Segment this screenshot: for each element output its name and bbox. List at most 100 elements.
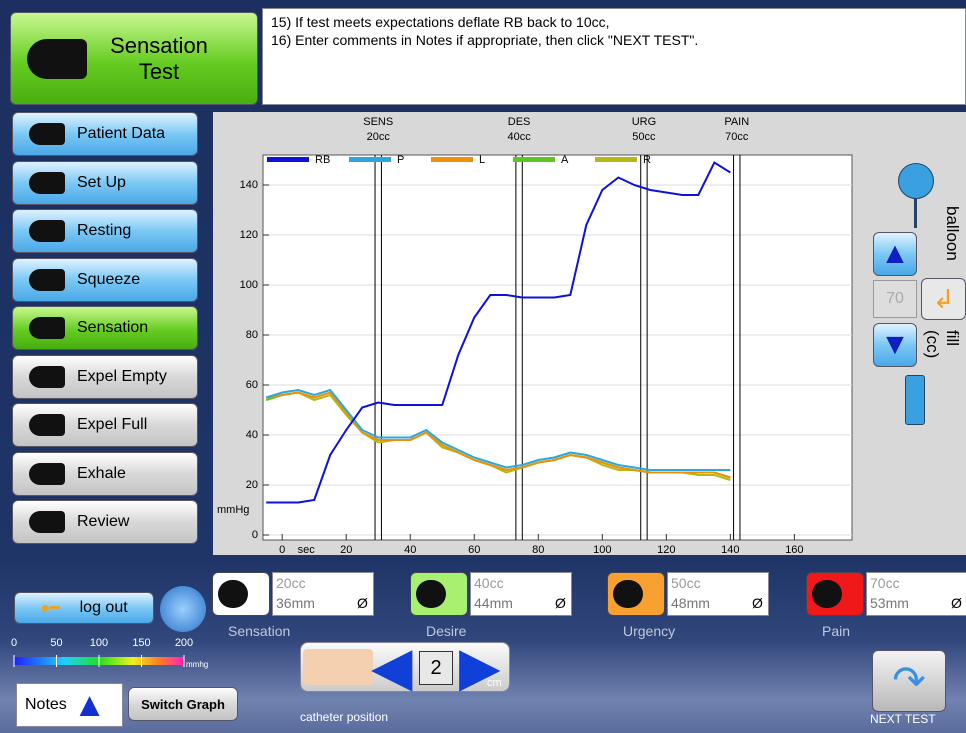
event-volume: 70cc [870,575,900,591]
event-depth: 53mm [870,595,909,611]
x-tick-label: 80 [532,544,544,555]
nav-label: Expel Empty [77,367,167,385]
next-test-button[interactable]: ↷ [872,650,946,712]
key-icon: ●━ [40,600,60,617]
y-tick-label: 20 [246,479,258,491]
notes-text: Notes [25,696,67,713]
event-name: Sensation [228,623,291,639]
nav-button[interactable]: Squeeze [12,257,198,302]
series-line [266,391,731,479]
event-clear[interactable]: Ø [951,595,962,611]
legend-swatch [513,157,555,162]
title-text: Sensation Test [110,32,208,84]
legend-swatch [267,157,309,162]
event-values: 50cc 48mm Ø [667,572,769,616]
switch-graph-button[interactable]: Switch Graph [128,687,238,721]
event-volume: 50cc [671,575,701,591]
y-tick-label: 0 [252,529,258,541]
event-icon-head [613,580,643,608]
catheter-icon [303,649,373,685]
nav-label: Squeeze [77,270,141,288]
test-title: Sensation Test [10,12,258,105]
down-button[interactable]: ▼ [873,323,917,367]
icon [27,38,87,79]
marker-volume: 20cc [367,131,391,143]
nav-label: Expel Full [77,416,148,433]
event-clear[interactable]: Ø [357,595,368,611]
nav-button[interactable]: Review [12,500,198,544]
event-volume: 40cc [474,575,504,591]
event-clear[interactable]: Ø [555,595,566,611]
marker-name: DES [508,116,531,128]
marker-volume: 40cc [507,131,531,143]
bluetooth-icon [160,586,206,632]
event-clear[interactable]: Ø [752,595,763,611]
catheter-left[interactable]: ◀ [371,637,413,697]
nav-icon [29,511,65,533]
event-icon-head [416,580,446,608]
logout-button[interactable]: ●━ log out [14,592,154,624]
legend-label: R [643,154,651,166]
legend-swatch [349,157,391,162]
event-values: 40cc 44mm Ø [470,572,572,616]
x-tick-label: 160 [785,544,803,555]
event-name: Urgency [623,623,676,639]
x-tick-label: 60 [468,544,480,555]
up-button[interactable]: ▲ [873,232,917,276]
balloon-string [914,198,917,228]
y-tick-label: 60 [246,379,258,391]
x-axis-label: sec [298,544,316,555]
nav-label: Exhale [77,464,126,482]
enter-button[interactable]: ↲ [921,278,966,320]
next-test-label: NEXT TEST [870,712,936,726]
event-name: Pain [822,623,851,639]
y-tick-label: 80 [246,329,258,341]
notes-arrow: ▲ [72,685,107,724]
event-values: 70cc 53mm Ø [866,572,966,616]
event-depth: 48mm [671,595,710,611]
legend-label: A [561,154,569,166]
marker-volume: 70cc [725,131,749,143]
catheter-value: 2 [419,651,453,685]
legend-label: L [479,154,485,166]
legend-swatch [595,157,637,162]
fill-label: fill (cc) [923,330,962,359]
instruction-line: 15) If test meets expectations deflate R… [271,14,610,30]
y-axis-label: mmHg [217,504,249,516]
nav-button[interactable]: Sensation [12,306,198,350]
scale-tick-label: 0 [11,637,17,649]
balloon-label: balloon [943,206,962,261]
nav-button[interactable]: Resting [12,209,198,253]
plot-area [262,154,853,541]
x-tick-label: 20 [340,544,352,555]
x-tick-label: 100 [593,544,611,555]
nav-button[interactable]: Expel Full [12,403,198,447]
fill-value: 70 [873,280,917,318]
marker-name: PAIN [724,116,749,128]
x-tick-label: 40 [404,544,416,555]
nav-icon [29,171,65,194]
nav-icon [29,365,65,388]
nav-icon [29,220,65,242]
nav-label: Set Up [77,173,126,191]
nav-button[interactable]: Exhale [12,451,198,496]
y-tick-label: 40 [246,429,258,441]
nav-button[interactable]: Patient Data [12,112,198,156]
legend-swatch [431,157,473,162]
event-volume: 20cc [276,575,306,591]
nav-label: Resting [77,222,132,239]
scale-tick-label: 50 [50,637,62,649]
nav-button[interactable]: Expel Empty [12,354,198,399]
x-tick-label: 0 [279,544,285,555]
legend-label: RB [315,154,330,166]
catheter-label: catheter position [300,710,389,724]
event-name: Desire [426,623,467,639]
balloon-icon [898,163,934,199]
nav-button[interactable]: Set Up [12,160,198,205]
catheter-right[interactable]: ▶ [459,637,501,697]
event-depth: 44mm [474,595,513,611]
nav-icon [29,268,65,291]
y-tick-label: 120 [240,229,258,241]
notes-button[interactable]: Notes ▲ [16,683,123,727]
